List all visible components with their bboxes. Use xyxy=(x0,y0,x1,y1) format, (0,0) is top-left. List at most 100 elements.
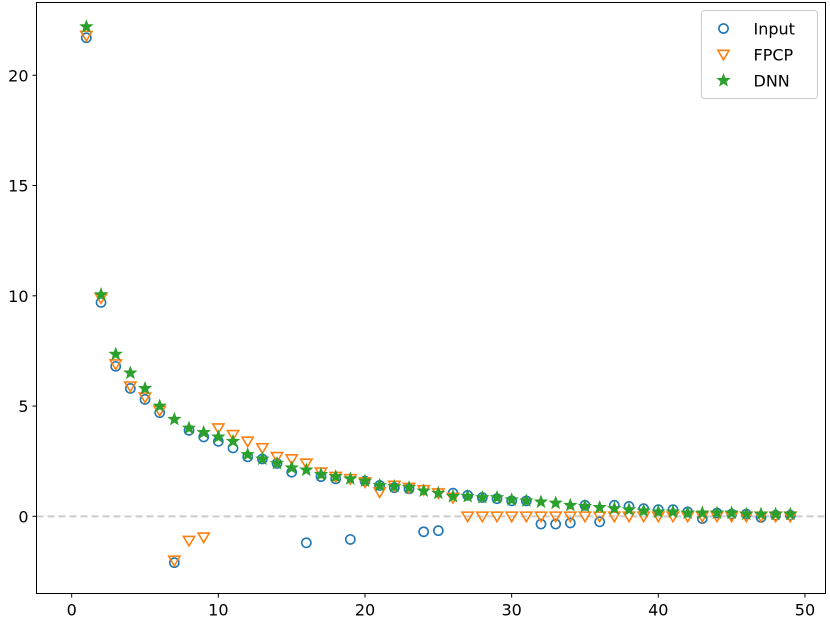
dnn-point xyxy=(79,19,94,33)
dnn-point xyxy=(196,424,211,439)
x-tick-label: 40 xyxy=(648,601,668,620)
plot-area-frame xyxy=(36,2,826,594)
dnn-point xyxy=(255,451,270,466)
dnn-point xyxy=(724,505,739,520)
legend-label: DNN xyxy=(754,72,790,91)
input-point xyxy=(594,516,606,528)
legend-label: Input xyxy=(754,20,795,39)
input-point xyxy=(550,518,562,530)
fpcp-point xyxy=(284,453,299,466)
input-point xyxy=(432,525,444,537)
fpcp-point xyxy=(299,458,314,471)
legend-marker-dnn xyxy=(716,72,731,87)
y-tick-label: 0 xyxy=(18,507,28,526)
legend-marker-input xyxy=(718,23,729,34)
y-tick-label: 10 xyxy=(8,287,28,306)
dnn-point xyxy=(401,480,417,494)
fpcp-point xyxy=(240,436,255,449)
fpcp-point xyxy=(504,511,519,524)
dnn-point xyxy=(93,287,109,301)
legend-item-dnn: DNN xyxy=(716,72,790,91)
dnn-point xyxy=(445,488,461,503)
dnn-point xyxy=(504,492,519,506)
dnn-point xyxy=(284,460,299,474)
input-point xyxy=(418,526,430,538)
x-tick-label: 20 xyxy=(355,601,375,620)
fpcp-point xyxy=(460,511,475,524)
x-tick-label: 10 xyxy=(208,601,228,620)
dnn-point xyxy=(211,429,226,444)
dnn-point xyxy=(636,503,651,517)
dnn-point xyxy=(475,490,490,504)
series-dnn xyxy=(79,19,798,521)
dnn-point xyxy=(592,499,607,514)
fpcp-point xyxy=(607,511,622,524)
dnn-point xyxy=(533,494,549,509)
fpcp-point xyxy=(489,511,504,524)
fpcp-point xyxy=(548,511,563,524)
dnn-point xyxy=(387,479,402,493)
dnn-point xyxy=(695,505,710,520)
input-point xyxy=(564,517,576,529)
y-axis-ticks: 0 5 10 15 20 xyxy=(8,66,37,526)
y-tick-label: 5 xyxy=(18,397,28,416)
fpcp-point xyxy=(255,442,270,455)
fpcp-point xyxy=(138,392,153,405)
legend-marker-fpcp xyxy=(716,49,731,62)
input-point xyxy=(535,518,547,530)
fpcp-point xyxy=(182,535,197,548)
input-point xyxy=(344,534,356,545)
legend-item-input: Input xyxy=(718,20,795,39)
dnn-point xyxy=(152,398,167,413)
fpcp-point xyxy=(533,511,548,524)
series-fpcp xyxy=(79,30,798,568)
dnn-point xyxy=(431,485,446,500)
dnn-point xyxy=(548,495,563,510)
dnn-point xyxy=(768,506,783,521)
x-tick-label: 0 xyxy=(67,601,77,620)
dnn-point xyxy=(343,471,358,485)
data-marks xyxy=(79,19,798,569)
fpcp-point xyxy=(167,555,182,568)
dnn-point xyxy=(519,493,534,507)
dnn-point xyxy=(240,447,255,461)
dnn-point xyxy=(607,501,622,515)
fpcp-point xyxy=(79,30,94,43)
dnn-point xyxy=(783,506,798,521)
dnn-point xyxy=(372,477,387,492)
dnn-point xyxy=(563,497,578,512)
dnn-point xyxy=(680,505,695,520)
dnn-point xyxy=(181,420,197,435)
dnn-point xyxy=(167,411,182,426)
dnn-point xyxy=(651,504,666,518)
input-point xyxy=(300,537,312,549)
fpcp-point xyxy=(577,511,592,524)
x-tick-label: 30 xyxy=(501,601,521,620)
dnn-point xyxy=(313,466,329,481)
fpcp-point xyxy=(519,511,534,524)
dnn-point xyxy=(621,502,637,516)
fpcp-point xyxy=(108,359,123,372)
dnn-point xyxy=(577,498,593,513)
fpcp-point xyxy=(226,429,241,442)
dnn-point xyxy=(357,473,373,488)
dnn-point xyxy=(709,505,725,520)
dnn-point xyxy=(665,504,681,518)
x-tick-label: 50 xyxy=(795,601,815,620)
fpcp-point xyxy=(592,511,607,524)
dnn-point xyxy=(269,455,285,470)
fpcp-point xyxy=(475,511,490,524)
fpcp-point xyxy=(123,381,138,394)
dnn-point xyxy=(416,483,431,498)
legend-item-fpcp: FPCP xyxy=(716,46,794,65)
dnn-point xyxy=(137,380,153,395)
fpcp-point xyxy=(211,423,226,436)
dnn-point xyxy=(489,490,505,504)
dnn-point xyxy=(328,469,343,483)
fpcp-point xyxy=(270,451,285,464)
dnn-point xyxy=(225,433,241,448)
y-tick-label: 20 xyxy=(8,66,28,85)
dnn-point xyxy=(123,365,138,380)
fpcp-point xyxy=(563,511,578,524)
